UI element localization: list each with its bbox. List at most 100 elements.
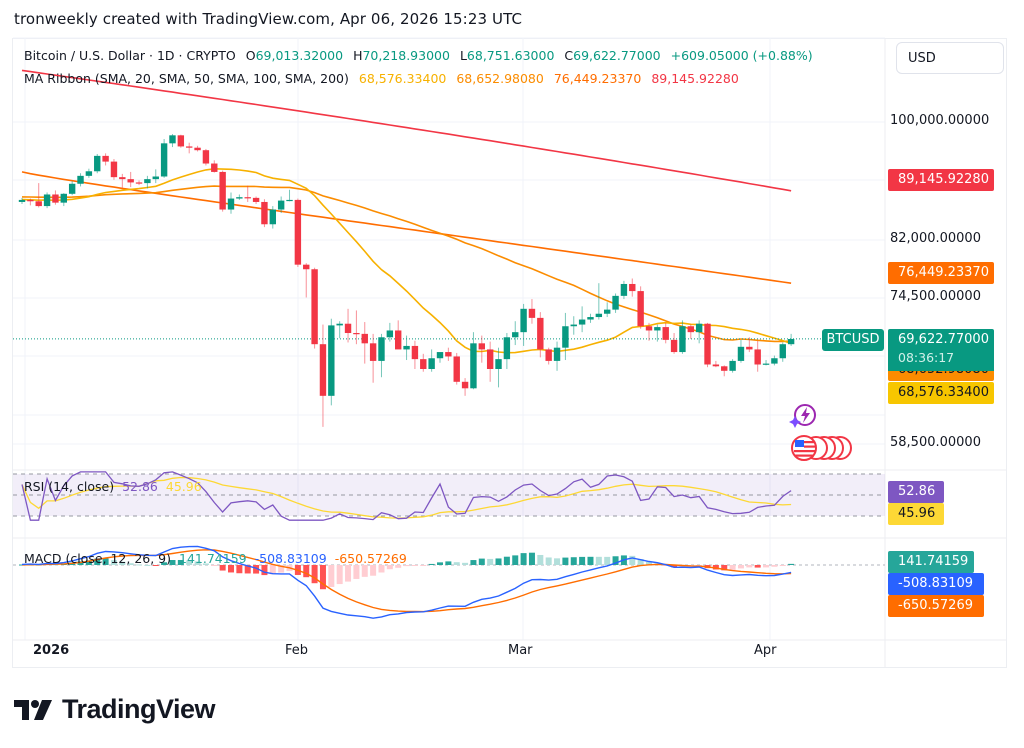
candle-body — [453, 356, 460, 382]
candle-body — [336, 323, 343, 326]
candle-body — [152, 176, 159, 180]
macd-histogram-bar — [102, 558, 109, 565]
candle-body — [604, 309, 611, 314]
macd-histogram-bar — [470, 560, 477, 565]
candle-body — [620, 283, 628, 296]
sma200-value: 89,145.92280 — [651, 71, 739, 86]
macd-histogram-bar — [428, 563, 435, 565]
price-axis-ma-tag: 76,449.23370 — [888, 262, 994, 284]
macd-histogram-bar — [395, 565, 402, 568]
candle-body — [269, 209, 276, 225]
macd-histogram-bar — [453, 562, 460, 565]
macd-histogram-bar — [629, 555, 636, 565]
time-axis-label: 2026 — [33, 643, 70, 658]
macd-title: MACD (close, 12, 26, 9) — [24, 551, 171, 566]
candle-body — [461, 381, 469, 389]
candle-body — [85, 171, 93, 176]
candle-body — [679, 326, 686, 353]
macd-histogram-bar — [737, 565, 744, 569]
rsi-value: 52.86 — [122, 479, 158, 494]
candle-body — [219, 171, 226, 210]
macd-histogram-bar — [520, 553, 527, 565]
candle-body — [160, 143, 168, 177]
macd-histogram-bar — [194, 561, 201, 565]
candle-body — [135, 182, 143, 184]
macd-histogram-bar — [612, 556, 619, 565]
macd-histogram-bar — [336, 565, 343, 585]
candle-body — [645, 326, 653, 331]
ma-ribbon-legend[interactable]: MA Ribbon (SMA, 20, SMA, 50, SMA, 100, S… — [24, 71, 745, 86]
macd-histogram-bar — [595, 556, 602, 565]
sma20-line — [21, 167, 792, 354]
candle-body — [754, 349, 761, 365]
candle-body — [227, 198, 235, 210]
macd-histogram-bar — [788, 563, 795, 565]
macd-histogram-bar — [177, 559, 184, 565]
macd-histogram-bar — [202, 563, 209, 565]
candle-body — [319, 344, 327, 396]
macd-histogram-bar — [94, 558, 101, 565]
candle-body — [252, 197, 260, 202]
macd-histogram-bar — [361, 565, 368, 577]
candle-body — [512, 332, 519, 338]
candle-body — [520, 308, 527, 333]
price-axis-tick: 100,000.00000 — [890, 113, 990, 128]
candle-body — [537, 317, 544, 350]
candle-body — [211, 163, 218, 172]
candle-body — [486, 349, 494, 369]
price-axis-ma-tag: 89,145.92280 — [888, 169, 994, 191]
candle-body — [478, 343, 485, 350]
last-price: 69,622.77000 — [898, 332, 989, 347]
macd-histogram-bar — [712, 565, 719, 570]
candle-body — [562, 326, 569, 348]
candle-body — [587, 317, 594, 320]
rsi-legend[interactable]: RSI (14, close) 52.86 45.96 — [24, 479, 202, 494]
macd-histogram-bar — [228, 565, 234, 573]
macd-histogram-bar — [570, 557, 577, 565]
macd-histogram-bar — [545, 557, 552, 565]
candle-body — [361, 333, 368, 344]
macd-histogram-bar — [662, 565, 669, 566]
macd-histogram-bar — [420, 565, 427, 566]
macd-legend[interactable]: MACD (close, 12, 26, 9) 141.74159 -508.831… — [24, 551, 407, 566]
tradingview-logo[interactable]: TradingView — [14, 694, 216, 725]
lightning-event-icon[interactable] — [787, 402, 819, 430]
rsi-ma-value-tag: 45.96 — [888, 503, 944, 525]
macd-histogram-bar — [353, 565, 360, 579]
candle-body — [35, 201, 42, 207]
candle-body — [495, 359, 502, 369]
macd-histogram-bar — [411, 565, 418, 566]
candle-body — [169, 135, 176, 144]
candle-body — [344, 323, 352, 334]
price-axis-ma-tag: 68,576.33400 — [888, 382, 994, 404]
macd-histogram-bar — [311, 565, 318, 584]
high-label: H — [353, 48, 363, 63]
macd-signal-value: -650.57269 — [334, 551, 407, 566]
candle-body — [411, 345, 419, 360]
candle-body — [687, 326, 694, 333]
candle-body — [553, 347, 561, 361]
candle-body — [420, 359, 427, 369]
macd-histogram-bar — [169, 560, 176, 565]
macd-histogram-bar — [495, 558, 502, 565]
currency-button[interactable]: USD — [896, 42, 1004, 74]
candle-body — [704, 323, 711, 365]
macd-histogram-bar — [487, 558, 494, 565]
rsi-title: RSI (14, close) — [24, 479, 115, 494]
us-economic-events-icon[interactable] — [790, 434, 854, 462]
candle-body — [629, 283, 636, 292]
candle-body — [771, 358, 778, 364]
macd-histogram-bar — [345, 565, 352, 582]
macd-histogram-bar — [161, 562, 168, 565]
candle-body — [787, 339, 795, 345]
symbol-legend[interactable]: Bitcoin / U.S. Dollar · 1D · CRYPTO O69,0… — [24, 48, 819, 63]
candle-body — [721, 366, 728, 371]
macd-histogram-bar — [303, 565, 310, 578]
candle-body — [102, 155, 109, 162]
macd-line — [21, 545, 792, 619]
candle-body — [303, 264, 310, 270]
macd-histogram-bar — [244, 565, 251, 574]
macd-histogram-bar — [211, 565, 218, 566]
macd-histogram-bar — [370, 565, 377, 576]
